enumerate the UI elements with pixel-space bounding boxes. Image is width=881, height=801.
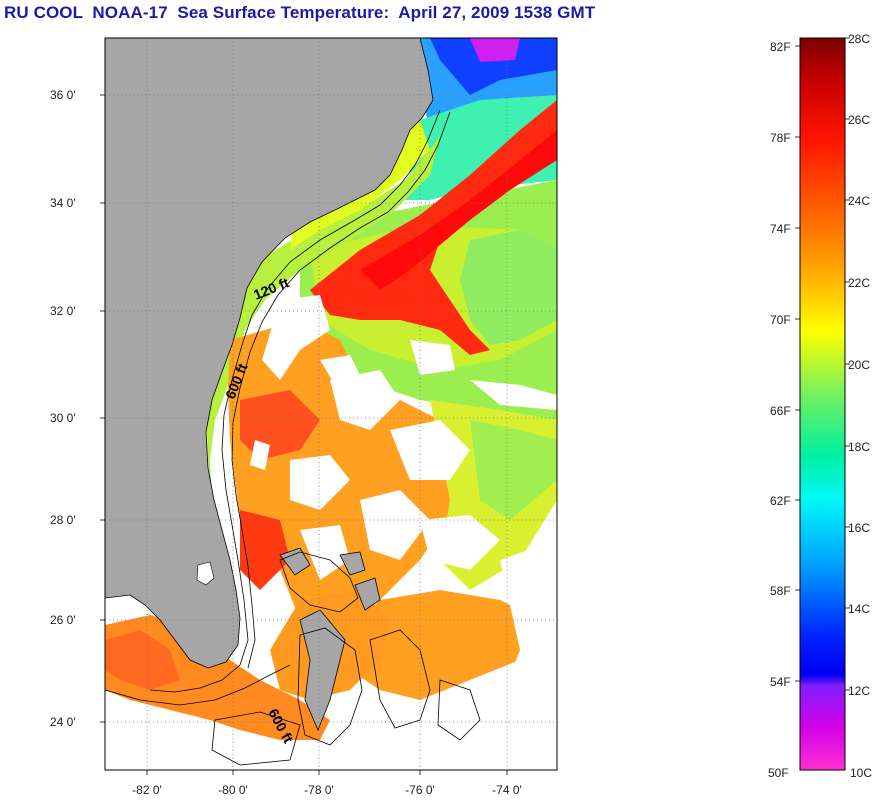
map-frame: [104, 37, 558, 771]
lat-label: 30 0': [50, 411, 76, 425]
colorbar-c-label: 14C: [848, 602, 870, 616]
land-mass: [105, 38, 434, 732]
colorbar-c-label: 18C: [848, 440, 870, 454]
colorbar-c-label: 28C: [848, 32, 870, 46]
lon-label: -78 0': [304, 783, 334, 797]
lon-label: -76 0': [405, 783, 435, 797]
latitude-labels: 36 0' 34 0' 32 0' 30 0' 28 0' 26 0' 24 0…: [50, 88, 76, 729]
colorbar-f-label: 58F: [770, 584, 791, 598]
colorbar-c-label: 22C: [848, 276, 870, 290]
lat-label: 36 0': [50, 88, 76, 102]
lat-label: 32 0': [50, 304, 76, 318]
lat-label: 28 0': [50, 513, 76, 527]
lat-label: 26 0': [50, 613, 76, 627]
bathymetry-contours: [105, 109, 481, 766]
colorbar-f-label: 50F: [768, 766, 789, 780]
colorbar-c-label: 16C: [848, 521, 870, 535]
sst-map-panel: 120 ft 600 ft 600 ft: [105, 38, 557, 770]
lat-lon-grid: [105, 38, 557, 770]
colorbar-f-label: 70F: [770, 313, 791, 327]
colorbar-f-label: 54F: [770, 675, 791, 689]
map-ticks: [100, 94, 508, 775]
colorbar-f-label: 78F: [770, 131, 791, 145]
sst-field: [105, 38, 557, 740]
lon-label: -80 0': [218, 783, 248, 797]
temperature-colorbar: 82F 78F 74F 70F 66F 62F 58F 54F 50F 28C …: [768, 32, 872, 780]
chart-title: RU COOL NOAA-17 Sea Surface Temperature:…: [4, 3, 596, 22]
lon-label: -74 0': [492, 783, 522, 797]
colorbar-f-label: 74F: [770, 222, 791, 236]
colorbar-f-label: 62F: [770, 494, 791, 508]
colorbar-c-label: 24C: [848, 194, 870, 208]
colorbar-c-label: 10C: [850, 766, 872, 780]
colorbar-c-label: 20C: [848, 358, 870, 372]
colorbar-f-label: 66F: [770, 404, 791, 418]
lat-label: 34 0': [50, 196, 76, 210]
lat-label: 24 0': [50, 715, 76, 729]
colorbar-c-label: 12C: [848, 684, 870, 698]
lake-okeechobee: [196, 561, 215, 586]
lon-label: -82 0': [132, 783, 162, 797]
longitude-labels: -82 0' -80 0' -78 0' -76 0' -74 0': [132, 783, 522, 797]
colorbar-gradient: [799, 37, 846, 771]
colorbar-f-label: 82F: [770, 40, 791, 54]
colorbar-c-label: 26C: [848, 113, 870, 127]
cloud-mask: [105, 295, 557, 770]
